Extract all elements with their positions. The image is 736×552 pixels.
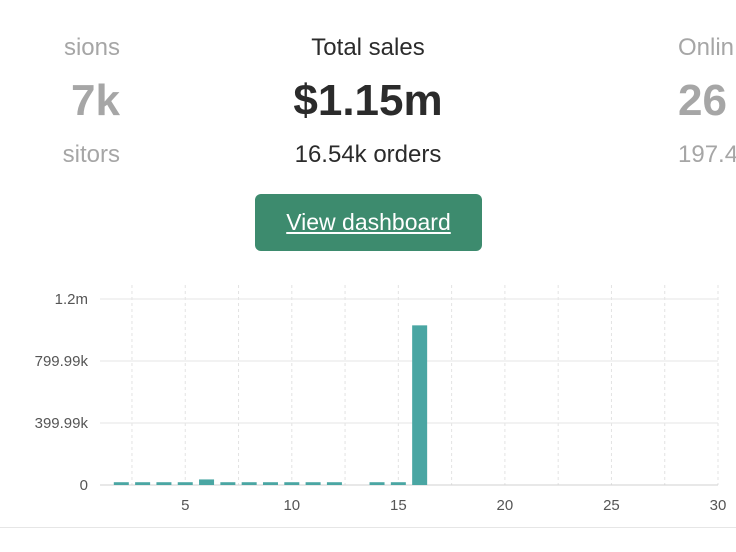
x-tick-label: 15	[390, 497, 407, 514]
y-tick-label: 399.99k	[35, 415, 89, 432]
x-tick-label: 10	[283, 497, 300, 514]
bar	[156, 482, 172, 485]
bar	[326, 482, 342, 485]
x-tick-label: 5	[181, 497, 189, 514]
divider	[0, 527, 736, 528]
sessions-sub: sitors	[62, 141, 120, 168]
online-sub: 197.4	[678, 141, 736, 168]
online-value: 26	[678, 76, 727, 125]
sessions-label: sions	[63, 34, 120, 61]
bar	[135, 482, 151, 485]
bar	[305, 482, 321, 485]
total-sales-value: $1.15m	[293, 76, 443, 125]
x-tick-label: 30	[710, 497, 727, 514]
x-tick-label: 25	[603, 497, 620, 514]
y-axis-labels: 0 399.99k 799.99k 1.2m	[35, 291, 89, 494]
bar	[177, 482, 193, 485]
bars	[113, 325, 428, 485]
grid	[100, 285, 719, 486]
view-dashboard-button[interactable]: View dashboard	[255, 194, 482, 251]
bar	[284, 482, 300, 485]
x-axis-labels: 5 10 15 20 25 30	[181, 497, 726, 514]
sales-bar-chart: 0 399.99k 799.99k 1.2m 5 10 15 20 25 30	[35, 285, 726, 514]
bar	[220, 482, 236, 485]
y-tick-label: 1.2m	[55, 291, 88, 308]
bar	[390, 482, 406, 485]
sales-chart: 0 399.99k 799.99k 1.2m 5 10 15 20 25 30	[0, 270, 736, 552]
orders-count: 16.54k orders	[294, 141, 442, 168]
sessions-value: 7k	[71, 76, 120, 125]
y-tick-label: 799.99k	[35, 353, 89, 370]
bar	[199, 479, 215, 485]
bar	[113, 482, 129, 485]
bar	[241, 482, 257, 485]
y-tick-label: 0	[80, 477, 88, 494]
bar	[412, 325, 428, 485]
bar	[369, 482, 385, 485]
stats-row: sions 7k sitors Total sales $1.15m 16.54…	[0, 0, 736, 270]
total-sales-label: Total sales	[311, 34, 425, 61]
bar	[262, 482, 278, 485]
x-tick-label: 20	[497, 497, 514, 514]
online-label: Onlin	[678, 34, 735, 61]
